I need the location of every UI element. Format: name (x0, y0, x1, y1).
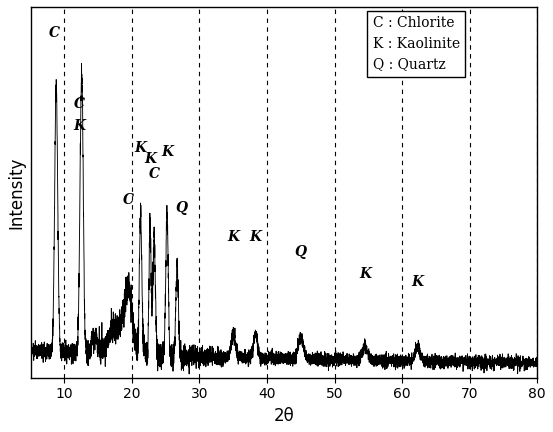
Text: C: C (74, 97, 85, 111)
Text: C : Chlorite
K : Kaolinite
Q : Quartz: C : Chlorite K : Kaolinite Q : Quartz (373, 16, 460, 71)
Text: K: K (144, 152, 156, 166)
Text: K: K (359, 267, 371, 281)
Text: C: C (123, 193, 134, 207)
Text: C: C (49, 26, 60, 40)
Text: K: K (74, 119, 86, 133)
Text: Q: Q (295, 245, 307, 259)
Y-axis label: Intensity: Intensity (7, 156, 25, 229)
Text: K: K (411, 275, 424, 289)
Text: K: K (227, 230, 239, 244)
Text: K: K (249, 230, 262, 244)
Text: C: C (149, 167, 160, 181)
Text: K: K (134, 141, 147, 155)
Text: Q: Q (175, 200, 187, 215)
X-axis label: 2θ: 2θ (274, 407, 294, 425)
Text: K: K (161, 145, 173, 159)
